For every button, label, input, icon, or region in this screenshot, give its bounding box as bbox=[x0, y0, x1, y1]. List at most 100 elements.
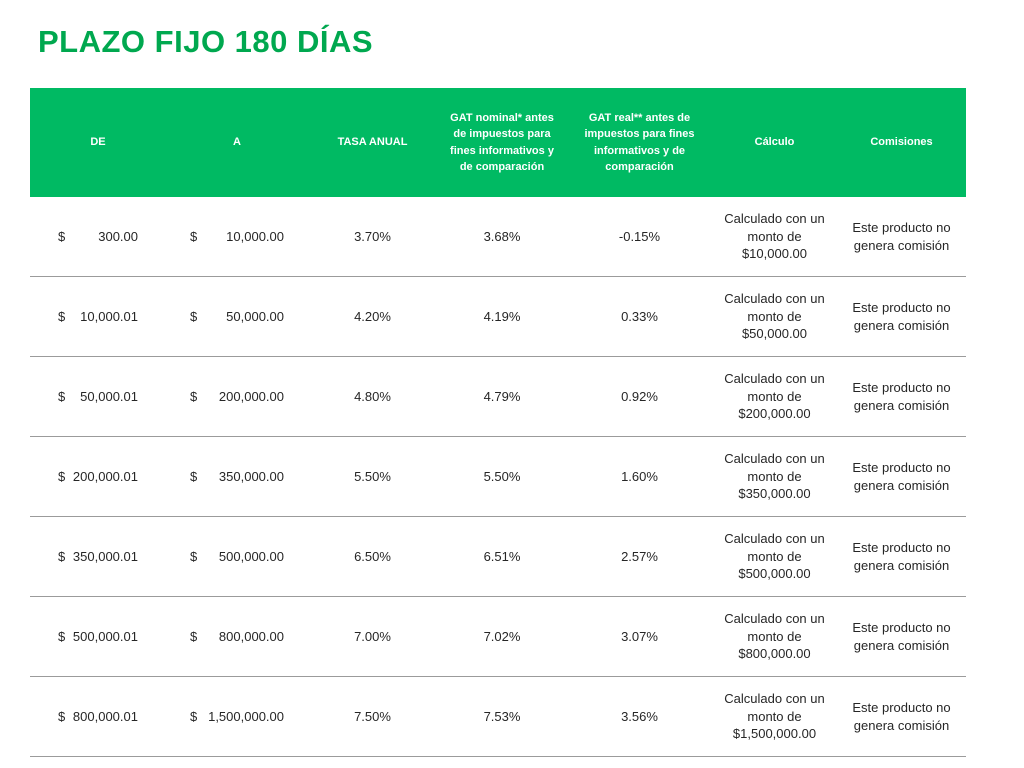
amount: 200,000.01 bbox=[72, 469, 138, 484]
cell-de: $ 350,000.01 bbox=[30, 516, 166, 597]
calculo-text: Calculado con un monto de $1,500,000.00 bbox=[724, 691, 825, 742]
money-value: $ 50,000.01 bbox=[58, 389, 138, 404]
header-comisiones: Comisiones bbox=[837, 88, 966, 197]
table-row: $ 10,000.01 $ 50,000.00 4.20% 4.19% 0.33… bbox=[30, 276, 966, 357]
amount: 500,000.00 bbox=[218, 549, 284, 564]
cell-calculo: Calculado con un monto de $350,000.00 bbox=[712, 436, 837, 517]
calculo-text: Calculado con un monto de $350,000.00 bbox=[724, 451, 825, 502]
calculo-text: Calculado con un monto de $200,000.00 bbox=[724, 371, 825, 422]
header-row: DE A TASA ANUAL GAT nominal* antes de im… bbox=[30, 88, 966, 197]
cell-gat-nominal: 4.79% bbox=[437, 356, 567, 437]
table-body: $ 300.00 $ 10,000.00 3.70% 3.68% -0.15% … bbox=[30, 197, 966, 757]
cell-de: $ 500,000.01 bbox=[30, 596, 166, 677]
money-value: $ 500,000.00 bbox=[190, 549, 284, 564]
comisiones-text: Este producto no genera comisión bbox=[852, 619, 951, 653]
amount: 300.00 bbox=[98, 229, 138, 244]
header-gat-real: GAT real** antes de impuestos para fines… bbox=[567, 88, 712, 197]
money-value: $ 200,000.01 bbox=[58, 469, 138, 484]
cell-gat-nominal: 7.02% bbox=[437, 596, 567, 677]
currency-symbol: $ bbox=[58, 709, 66, 724]
money-value: $ 800,000.01 bbox=[58, 709, 138, 724]
table-row: $ 300.00 $ 10,000.00 3.70% 3.68% -0.15% … bbox=[30, 197, 966, 277]
cell-calculo: Calculado con un monto de $1,500,000.00 bbox=[712, 676, 837, 757]
cell-de: $ 300.00 bbox=[30, 197, 166, 277]
cell-gat-nominal: 5.50% bbox=[437, 436, 567, 517]
header-tasa-anual: TASA ANUAL bbox=[308, 88, 437, 197]
cell-gat-real: 0.92% bbox=[567, 356, 712, 437]
cell-gat-nominal: 3.68% bbox=[437, 197, 567, 277]
cell-calculo: Calculado con un monto de $10,000.00 bbox=[712, 197, 837, 277]
table-row: $ 800,000.01 $ 1,500,000.00 7.50% 7.53% … bbox=[30, 676, 966, 757]
money-value: $ 800,000.00 bbox=[190, 629, 284, 644]
amount: 800,000.00 bbox=[218, 629, 284, 644]
comisiones-text: Este producto no genera comisión bbox=[852, 539, 951, 573]
cell-calculo: Calculado con un monto de $500,000.00 bbox=[712, 516, 837, 597]
header-gat-nominal: GAT nominal* antes de impuestos para fin… bbox=[437, 88, 567, 197]
cell-comisiones: Este producto no genera comisión bbox=[837, 436, 966, 517]
cell-comisiones: Este producto no genera comisión bbox=[837, 356, 966, 437]
currency-symbol: $ bbox=[190, 229, 198, 244]
money-value: $ 300.00 bbox=[58, 229, 138, 244]
cell-comisiones: Este producto no genera comisión bbox=[837, 197, 966, 277]
cell-gat-nominal: 6.51% bbox=[437, 516, 567, 597]
cell-comisiones: Este producto no genera comisión bbox=[837, 676, 966, 757]
cell-a: $ 800,000.00 bbox=[166, 596, 308, 677]
calculo-text: Calculado con un monto de $500,000.00 bbox=[724, 531, 825, 582]
cell-gat-nominal: 4.19% bbox=[437, 276, 567, 357]
header-a: A bbox=[166, 88, 308, 197]
currency-symbol: $ bbox=[58, 389, 66, 404]
money-value: $ 350,000.01 bbox=[58, 549, 138, 564]
header-calculo: Cálculo bbox=[712, 88, 837, 197]
cell-tasa-anual: 6.50% bbox=[308, 516, 437, 597]
header-de: DE bbox=[30, 88, 166, 197]
money-value: $ 200,000.00 bbox=[190, 389, 284, 404]
table-header: DE A TASA ANUAL GAT nominal* antes de im… bbox=[30, 88, 966, 197]
currency-symbol: $ bbox=[58, 629, 66, 644]
money-value: $ 10,000.00 bbox=[190, 229, 284, 244]
currency-symbol: $ bbox=[190, 309, 198, 324]
rates-table: DE A TASA ANUAL GAT nominal* antes de im… bbox=[30, 88, 966, 757]
cell-de: $ 10,000.01 bbox=[30, 276, 166, 357]
cell-gat-real: 2.57% bbox=[567, 516, 712, 597]
cell-tasa-anual: 7.00% bbox=[308, 596, 437, 677]
cell-comisiones: Este producto no genera comisión bbox=[837, 516, 966, 597]
cell-gat-real: 0.33% bbox=[567, 276, 712, 357]
money-value: $ 10,000.01 bbox=[58, 309, 138, 324]
comisiones-text: Este producto no genera comisión bbox=[852, 699, 951, 733]
amount: 50,000.01 bbox=[80, 389, 138, 404]
cell-tasa-anual: 4.80% bbox=[308, 356, 437, 437]
cell-gat-real: -0.15% bbox=[567, 197, 712, 277]
cell-a: $ 500,000.00 bbox=[166, 516, 308, 597]
cell-calculo: Calculado con un monto de $800,000.00 bbox=[712, 596, 837, 677]
calculo-text: Calculado con un monto de $10,000.00 bbox=[724, 211, 825, 262]
cell-calculo: Calculado con un monto de $200,000.00 bbox=[712, 356, 837, 437]
cell-gat-nominal: 7.53% bbox=[437, 676, 567, 757]
cell-gat-real: 1.60% bbox=[567, 436, 712, 517]
amount: 10,000.01 bbox=[80, 309, 138, 324]
currency-symbol: $ bbox=[190, 469, 198, 484]
cell-calculo: Calculado con un monto de $50,000.00 bbox=[712, 276, 837, 357]
comisiones-text: Este producto no genera comisión bbox=[852, 219, 951, 253]
currency-symbol: $ bbox=[190, 389, 198, 404]
comisiones-text: Este producto no genera comisión bbox=[852, 379, 951, 413]
currency-symbol: $ bbox=[190, 629, 198, 644]
cell-comisiones: Este producto no genera comisión bbox=[837, 596, 966, 677]
money-value: $ 350,000.00 bbox=[190, 469, 284, 484]
cell-a: $ 50,000.00 bbox=[166, 276, 308, 357]
amount: 1,500,000.00 bbox=[208, 709, 284, 724]
cell-tasa-anual: 7.50% bbox=[308, 676, 437, 757]
money-value: $ 1,500,000.00 bbox=[190, 709, 284, 724]
table-row: $ 50,000.01 $ 200,000.00 4.80% 4.79% 0.9… bbox=[30, 356, 966, 437]
currency-symbol: $ bbox=[58, 229, 66, 244]
cell-de: $ 800,000.01 bbox=[30, 676, 166, 757]
cell-a: $ 200,000.00 bbox=[166, 356, 308, 437]
amount: 500,000.01 bbox=[72, 629, 138, 644]
cell-comisiones: Este producto no genera comisión bbox=[837, 276, 966, 357]
currency-symbol: $ bbox=[58, 309, 66, 324]
amount: 350,000.01 bbox=[72, 549, 138, 564]
amount: 50,000.00 bbox=[226, 309, 284, 324]
table-row: $ 350,000.01 $ 500,000.00 6.50% 6.51% 2.… bbox=[30, 516, 966, 597]
amount: 800,000.01 bbox=[72, 709, 138, 724]
currency-symbol: $ bbox=[190, 549, 198, 564]
